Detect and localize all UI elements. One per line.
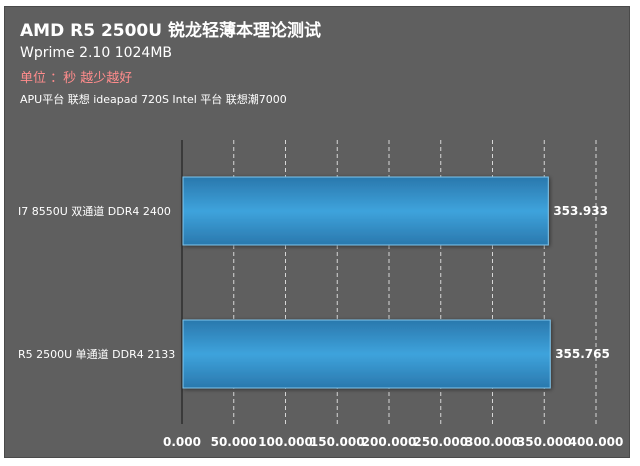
x-tick-label: 50.000	[211, 435, 257, 449]
bar-value-label: 353.933	[553, 204, 608, 218]
labels: 0.000 50.000 100.000150.000200.000250.0003…	[18, 204, 623, 449]
bar-value-label: 355.765	[555, 347, 610, 361]
platform-note: APU平台 联想 ideapad 720S Intel 平台 联想潮7000	[20, 93, 287, 106]
x-tick-label: 250.000	[413, 435, 468, 449]
x-tick-label: 350.000	[517, 435, 572, 449]
chart-subtitle: Wprime 2.10 1024MB	[20, 45, 173, 61]
x-tick-label: 100.000	[258, 435, 313, 449]
x-tick-label: 0.000	[163, 435, 201, 449]
x-tick-label: 200.000	[362, 435, 417, 449]
bar	[182, 176, 549, 246]
category-label: I7 8550U 双通道 DDR4 2400	[18, 204, 171, 218]
unit-note: 单位 ：秒 越少越好	[20, 71, 133, 86]
bars	[182, 176, 551, 389]
x-tick-label: 150.000	[310, 435, 365, 449]
x-tick-label: 300.000	[465, 435, 520, 449]
category-label: R5 2500U 单通道 DDR4 2133	[18, 347, 175, 361]
chart-title: AMD R5 2500U 锐龙轻薄本理论测试	[20, 21, 321, 41]
bar	[182, 319, 551, 389]
x-tick-label: 400.000	[569, 435, 624, 449]
grid-lines	[181, 140, 597, 424]
